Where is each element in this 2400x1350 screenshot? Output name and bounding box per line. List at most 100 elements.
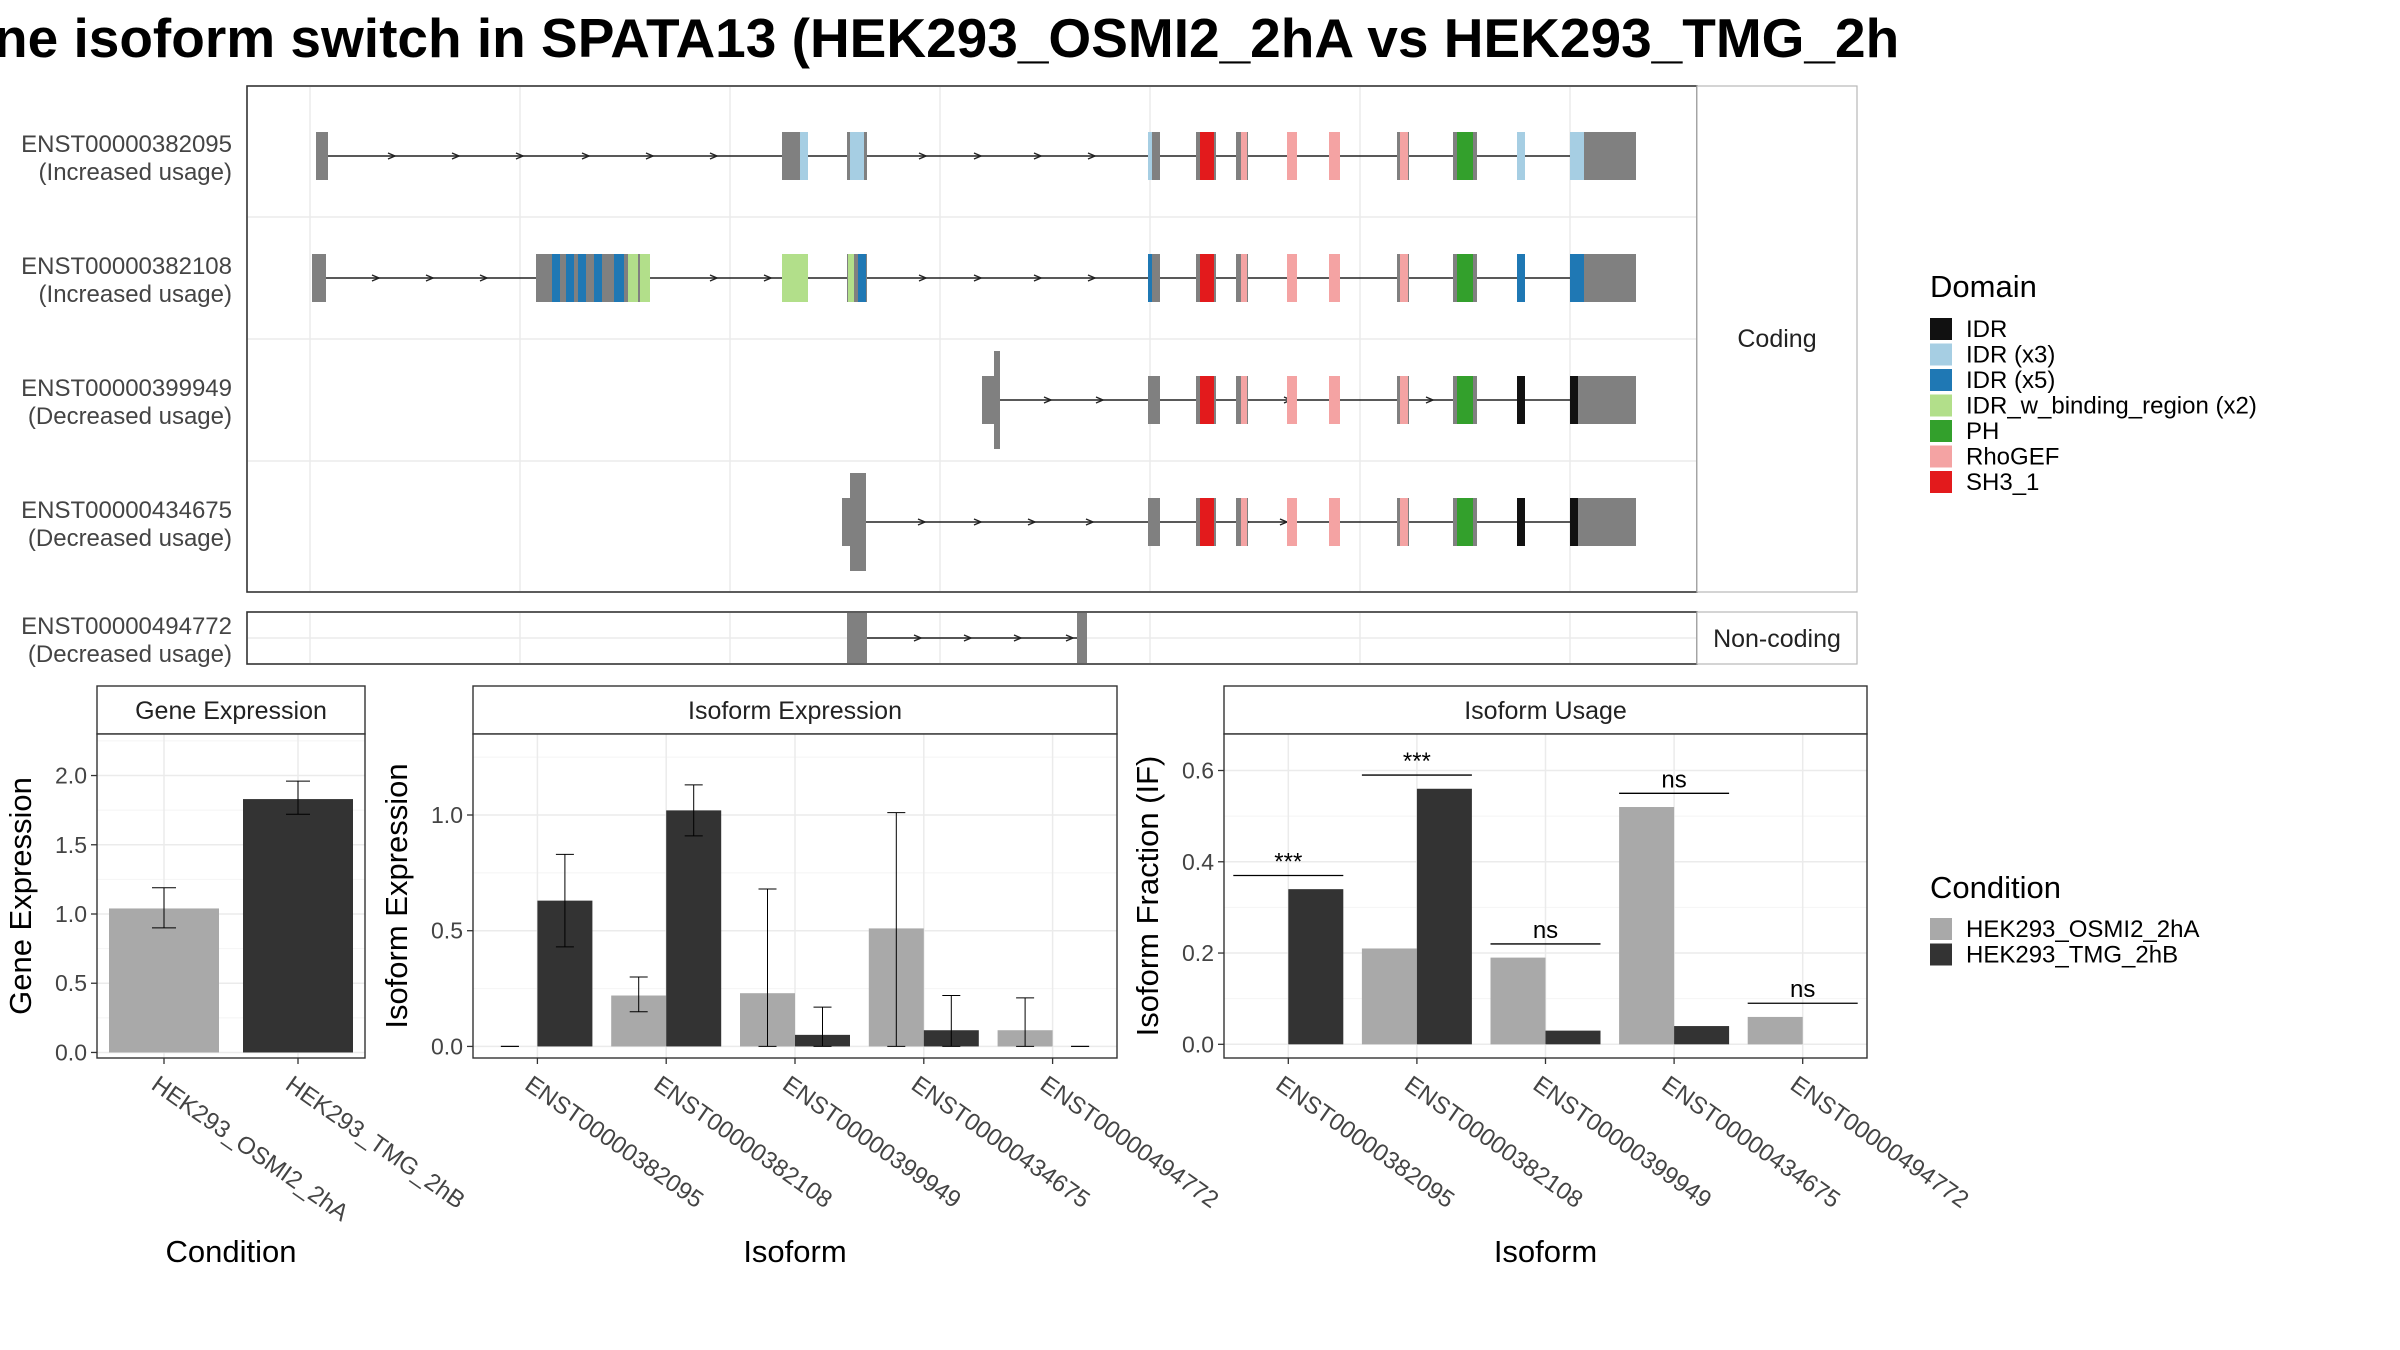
bar: [109, 908, 219, 1053]
utr-block: [1584, 498, 1636, 546]
exon-block: [982, 376, 996, 424]
x-axis-title: Condition: [166, 1234, 297, 1269]
legend-label-domain: IDR_w_binding_region (x2): [1966, 393, 2257, 420]
domain-block: [1241, 498, 1247, 546]
transcript-label: ENST00000399949: [21, 375, 232, 402]
intron-arrow: [479, 274, 489, 282]
exon-block: [847, 613, 867, 663]
facet-strip-coding: [1696, 85, 1858, 593]
domain-block: [1329, 132, 1340, 180]
exon-block: [850, 473, 866, 571]
intron-arrow: [1425, 396, 1435, 404]
domain-block: [1517, 498, 1525, 546]
significance-label: ***: [1403, 748, 1431, 775]
domain-block: [800, 132, 808, 180]
bar: [243, 799, 353, 1053]
legend-label-domain: PH: [1966, 418, 1999, 445]
exon-block: [782, 132, 796, 180]
y-tick-label: 1.0: [431, 802, 463, 828]
exon-block: [1152, 132, 1160, 180]
domain-block: [1287, 132, 1297, 180]
y-axis-title: Isoform Fraction (IF): [1130, 756, 1165, 1037]
significance-label: ns: [1790, 976, 1815, 1003]
y-tick-label: 1.5: [55, 832, 87, 858]
domain-block: [614, 254, 624, 302]
exon-block: [316, 132, 328, 180]
exon-block: [1077, 613, 1087, 663]
domain-block: [1241, 254, 1247, 302]
isoform-usage-panel: Isoform Usage******nsnsns0.00.20.40.6ENS…: [1130, 685, 1973, 1269]
x-axis-title: Isoform: [743, 1234, 846, 1269]
exon-block: [312, 254, 326, 302]
bar: [1490, 957, 1546, 1045]
intron-arrow: [913, 634, 923, 642]
legend-key-condition: [1930, 943, 1952, 966]
bar: [1545, 1030, 1601, 1045]
utr-block: [1584, 376, 1636, 424]
legend-key-condition: [1930, 918, 1952, 940]
y-tick-label: 0.2: [1182, 940, 1214, 966]
y-tick-label: 0.0: [431, 1033, 463, 1059]
legend-key-domain: [1930, 445, 1952, 468]
intron-arrow: [709, 152, 719, 160]
exon-block: [1148, 498, 1160, 546]
domain-block: [594, 254, 602, 302]
domain-block: [782, 254, 808, 302]
domain-block: [1457, 498, 1473, 546]
intron-arrow: [387, 152, 397, 160]
facet-strip-noncoding: [1696, 611, 1858, 665]
intron-arrow: [963, 634, 973, 642]
bar: [1674, 1026, 1730, 1045]
domain-block: [1517, 376, 1525, 424]
transcript-structure-panel: CodingNon-codingENST00000382095(Increase…: [21, 85, 1858, 668]
domain-block: [848, 254, 854, 302]
y-axis-title: Gene Expression: [3, 777, 38, 1015]
y-tick-label: 0.0: [1182, 1031, 1214, 1057]
domain-block: [1517, 254, 1525, 302]
domain-block: [1400, 254, 1408, 302]
intron-arrow: [917, 518, 927, 526]
exon-block: [1148, 376, 1160, 424]
domain-block: [1287, 254, 1297, 302]
legend-key-domain: [1930, 369, 1952, 391]
gene-expression-panel: Gene Expression0.00.51.01.52.0HEK293_OSM…: [3, 685, 470, 1269]
domain-block: [1400, 376, 1408, 424]
domain-block: [1200, 254, 1214, 302]
y-tick-label: 1.0: [55, 901, 87, 927]
panel-strip: [472, 685, 1118, 735]
intron-arrow: [1095, 396, 1105, 404]
intron-arrow: [918, 152, 928, 160]
intron-arrow: [1013, 634, 1023, 642]
panel-title: Gene Expression: [135, 697, 327, 725]
legend-label-domain: IDR (x5): [1966, 367, 2055, 394]
y-tick-label: 0.4: [1182, 849, 1214, 875]
y-tick-label: 0.5: [431, 918, 463, 944]
domain-block: [1200, 376, 1214, 424]
domain-block: [1329, 498, 1340, 546]
domain-block: [1200, 498, 1214, 546]
transcript-label: ENST00000382108: [21, 253, 232, 280]
intron-arrow: [1087, 152, 1097, 160]
y-tick-label: 0.6: [1182, 758, 1214, 784]
panel-strip: [96, 685, 366, 735]
intron-arrow: [1027, 518, 1037, 526]
intron-arrow: [645, 152, 655, 160]
intron-arrow: [451, 152, 461, 160]
legend-key-domain: [1930, 471, 1952, 493]
significance-label: ns: [1661, 766, 1686, 793]
domain-block: [1329, 254, 1340, 302]
domain-block: [1457, 132, 1473, 180]
intron-arrow: [1043, 396, 1053, 404]
bar: [1361, 948, 1417, 1045]
transcript-label: ENST00000434675: [21, 497, 232, 524]
exon-block: [1152, 254, 1160, 302]
intron-arrow: [973, 518, 983, 526]
domain-block: [578, 254, 586, 302]
legend-label-condition: HEK293_TMG_2hB: [1966, 942, 2178, 969]
legend-label-domain: RhoGEF: [1966, 444, 2059, 471]
domain-block: [552, 254, 560, 302]
legend-key-domain: [1930, 394, 1952, 417]
domain-block: [640, 254, 650, 302]
